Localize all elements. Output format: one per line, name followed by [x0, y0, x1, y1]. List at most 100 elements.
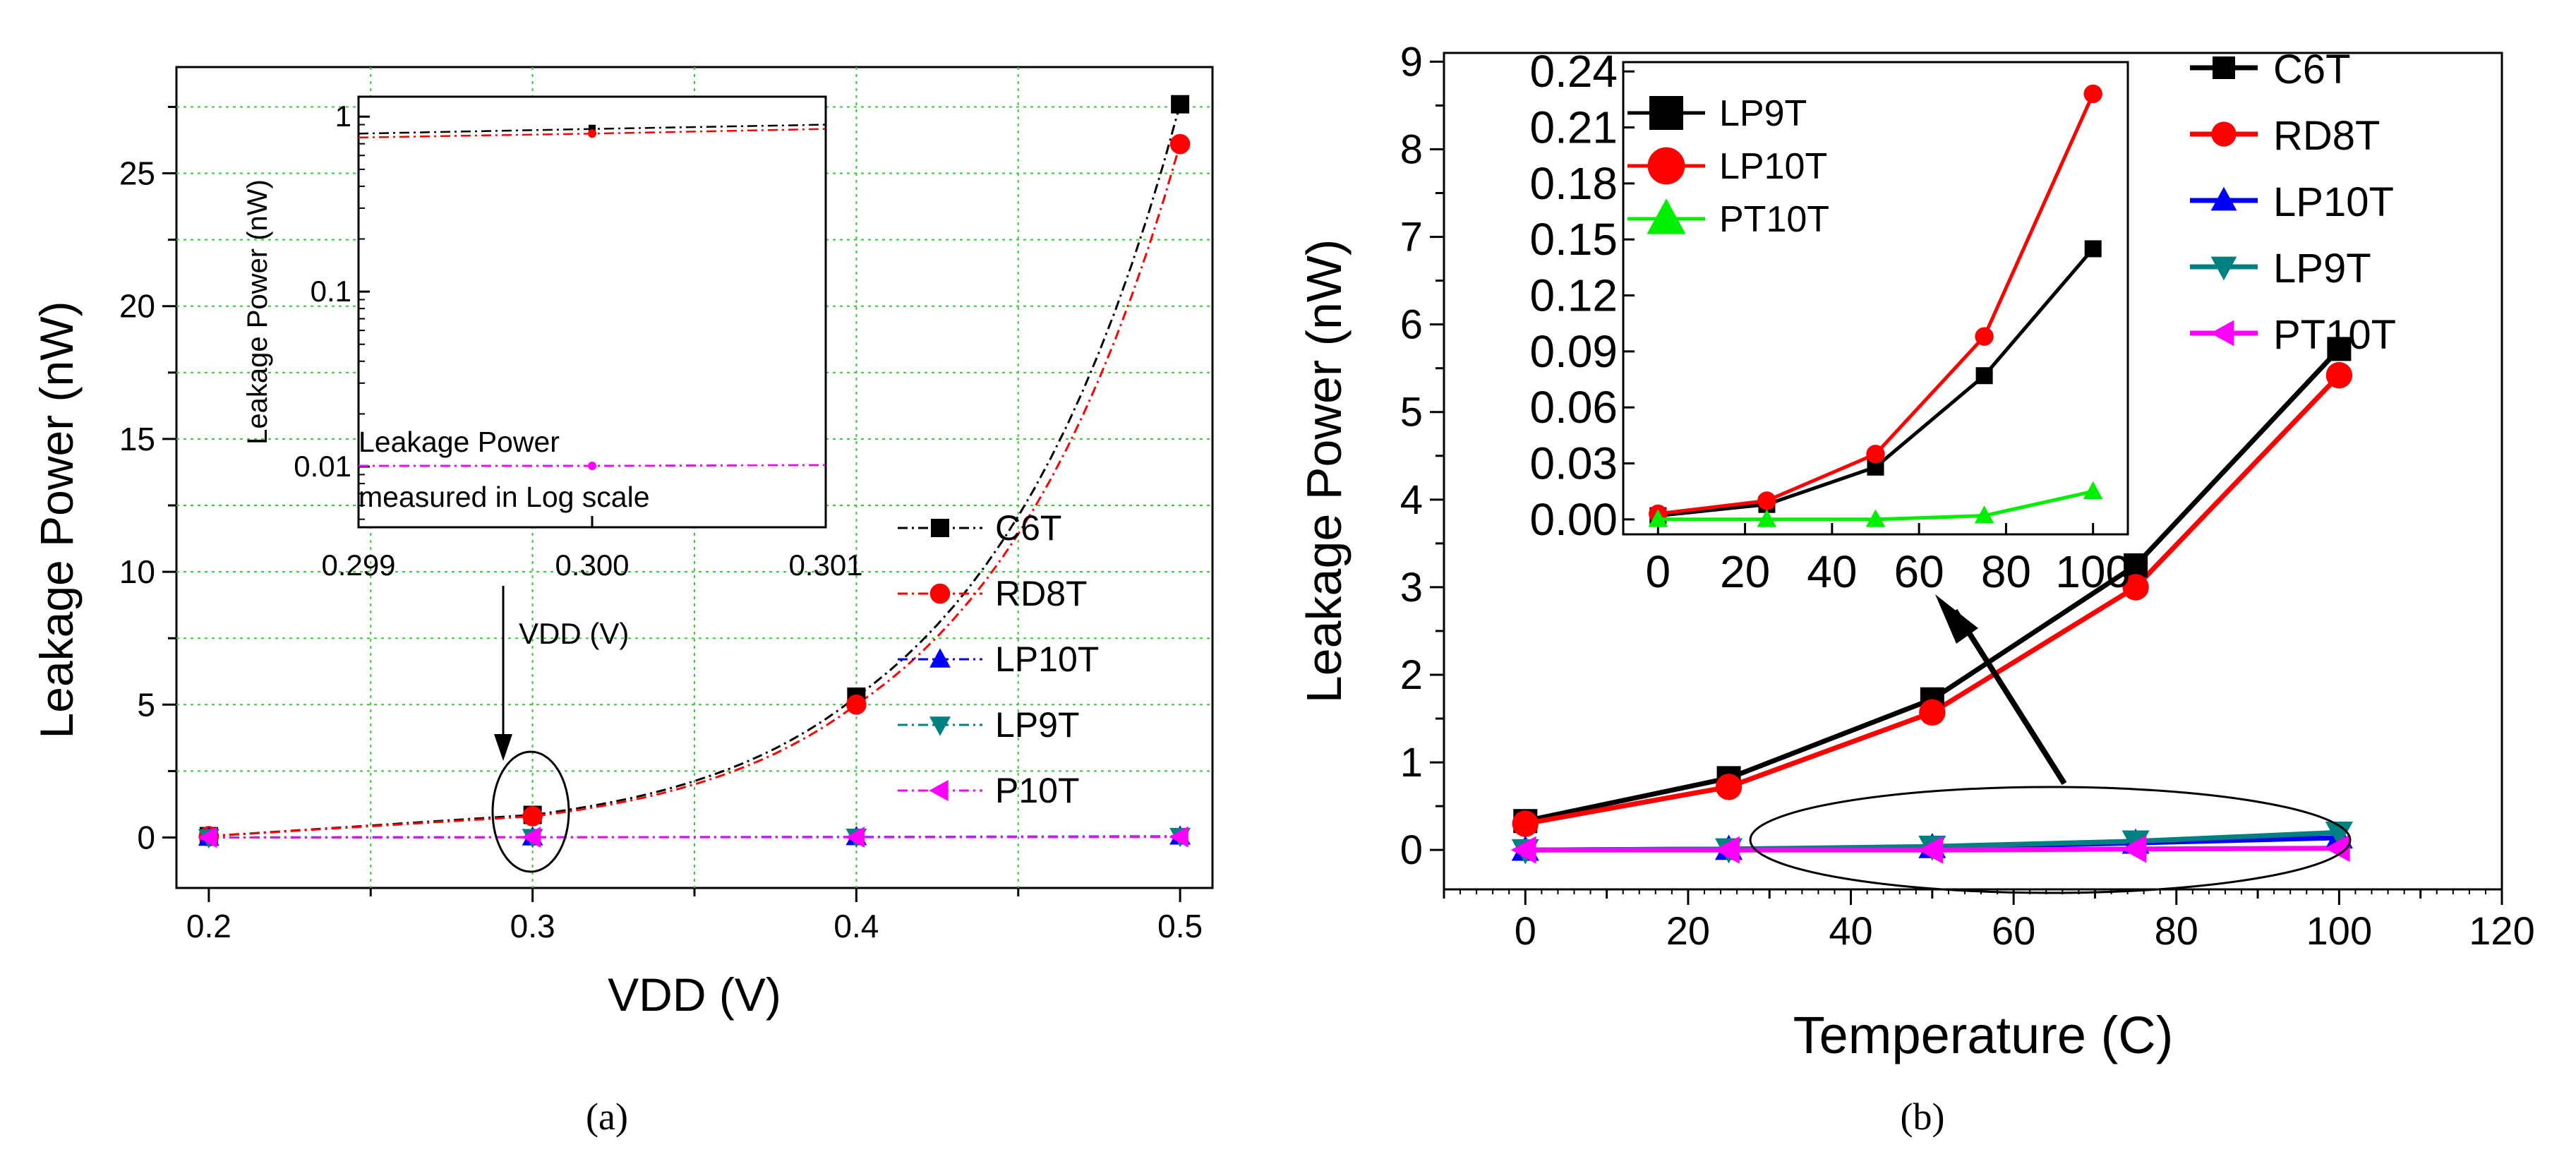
a-legend-marker [929, 583, 951, 604]
a-marker-p10t [845, 827, 865, 848]
panel-a-caption: (a) [586, 1095, 628, 1138]
a-inset-ytick-label: 1 [335, 100, 351, 133]
b-xtick-label: 80 [2155, 908, 2198, 953]
b-inset-marker-pt10t [1974, 505, 1994, 524]
a-series-line-p10t [208, 836, 1181, 839]
b-marker-pt10t [2324, 834, 2350, 863]
b-ytick-label: 1 [1400, 740, 1423, 786]
b-inset-legend-marker [1647, 198, 1686, 234]
b-inset-marker-pt10t [2083, 481, 2103, 499]
a-legend-marker [929, 716, 951, 736]
inset-b: 0 20 40 60 80 100 0.000.030.060.090.120.150.18… [1529, 46, 2131, 597]
b-ylabel: Leakage Power (nW) [1296, 239, 1352, 704]
a-ytick-label: 0 [137, 819, 155, 855]
b-inset-marker-pt10t [1865, 509, 1886, 527]
b-xtick-label: 100 [2306, 908, 2372, 953]
b-inset-legend-label: LP10T [1719, 146, 1827, 187]
b-ytick-label: 0 [1400, 827, 1423, 873]
b-inset-ytick-label: 0.12 [1529, 270, 1618, 321]
b-marker-c6t [2327, 337, 2352, 361]
a-inset-xtick-label: 0.301 [788, 548, 862, 582]
b-marker-rd8t [2325, 361, 2353, 389]
b-legend-marker [2210, 256, 2237, 281]
b-marker-c6t [2124, 553, 2148, 577]
a-inset-marker-rd8t [588, 129, 596, 138]
b-inset-xtick-label: 60 [1894, 546, 1944, 597]
b-xtick-label: 120 [2469, 908, 2534, 953]
b-ytick-label: 2 [1400, 652, 1423, 698]
b-legend-label: PT10T [2273, 312, 2396, 358]
a-marker-p10t [198, 827, 217, 848]
a-annotation: VDD (V) [519, 617, 629, 650]
b-inset-marker-pt10t [1757, 509, 1777, 527]
b-ytick-label: 5 [1400, 390, 1423, 436]
b-legend-label: RD8T [2273, 113, 2380, 159]
b-marker-pt10t [1918, 836, 1944, 864]
a-legend-marker [931, 519, 949, 537]
b-ytick-label: 4 [1400, 477, 1423, 523]
a-xtick-label: 0.4 [833, 908, 879, 944]
a-inset-marker-p10t [588, 461, 596, 470]
b-inset-marker-lp9t [1975, 367, 1993, 385]
b-xtick-label: 0 [1515, 908, 1536, 953]
b-xtick-label: 20 [1666, 908, 1710, 953]
a-inset-ylabel: Leakage Power (nW) [242, 179, 273, 445]
b-inset-marker-lp10t [2083, 84, 2102, 104]
a-inset-marker-c6t [589, 124, 596, 133]
b-inset-marker-lp10t [1866, 445, 1885, 464]
b-ytick-label: 6 [1400, 302, 1423, 348]
b-marker-pt10t [2121, 835, 2147, 863]
b-inset-ytick-label: 0.18 [1529, 158, 1618, 209]
a-inset-xtick-label: 0.300 [555, 548, 629, 582]
b-legend-marker [2211, 121, 2237, 147]
b-inset-marker-lp10t [1975, 327, 1994, 346]
a-legend-label: P10T [995, 771, 1080, 810]
b-ytick-label: 9 [1400, 39, 1423, 85]
a-legend-label: LP9T [995, 705, 1080, 745]
a-series-line-rd8t [208, 143, 1181, 838]
b-ytick-label: 8 [1400, 126, 1423, 172]
b-legend-marker [2210, 320, 2234, 347]
b-inset-legend-label: PT10T [1719, 199, 1829, 240]
b-xtick-label: 40 [1829, 908, 1872, 953]
b-ytick-label: 7 [1400, 215, 1423, 260]
a-legend-label: C6T [995, 508, 1061, 548]
b-inset-ytick-label: 0.03 [1529, 438, 1618, 489]
a-xlabel: VDD (V) [608, 968, 781, 1021]
b-inset-ytick-label: 0.00 [1529, 494, 1618, 545]
b-legend-label: LP9T [2273, 246, 2371, 292]
b-legend-label: C6T [2273, 47, 2351, 92]
b-inset-marker-pt10t [1648, 509, 1668, 527]
b-inset-xtick-label: 100 [2055, 546, 2131, 597]
a-marker-rd8t [522, 806, 543, 827]
b-inset-ytick-label: 0.24 [1529, 46, 1618, 97]
a-xtick-label: 0.5 [1157, 908, 1203, 944]
a-inset-ytick-label: 0.1 [311, 275, 351, 308]
b-inset-xtick-label: 0 [1646, 546, 1671, 597]
callout-arrowhead-b [1935, 594, 1978, 644]
b-marker-rd8t [1715, 774, 1743, 800]
b-main-frame [1443, 52, 2503, 891]
b-legend-marker [2210, 186, 2237, 211]
a-marker-p10t [522, 827, 541, 848]
series-markers [198, 95, 2353, 865]
a-xtick-label: 0.3 [510, 908, 555, 944]
b-marker-pt10t [1714, 836, 1740, 864]
b-xlabel: Temperature (C) [1793, 1006, 2174, 1064]
b-inset-legend-marker [1647, 147, 1685, 185]
b-marker-rd8t [1512, 810, 1539, 837]
b-inset-ytick-label: 0.06 [1529, 382, 1618, 433]
b-inset-xtick-label: 80 [1981, 546, 2031, 597]
b-inset-ytick-label: 0.15 [1529, 214, 1618, 265]
b-marker-rd8t [2122, 574, 2149, 601]
annotations: (a) (b) [491, 586, 2352, 1138]
b-legend-marker [2213, 56, 2235, 79]
a-marker-rd8t [1169, 133, 1191, 155]
callout-ellipse-a [491, 750, 570, 873]
panel-b-caption: (b) [1901, 1095, 1945, 1138]
a-marker-rd8t [846, 695, 867, 715]
b-inset-marker-lp9t [2084, 240, 2102, 258]
callout-ellipse-b [1749, 786, 2352, 894]
